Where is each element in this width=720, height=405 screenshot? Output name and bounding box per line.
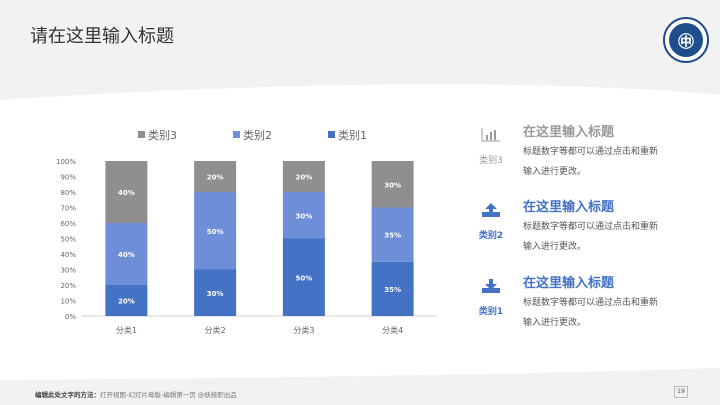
bar-chart-icon bbox=[478, 127, 504, 147]
y-tick-label: 40% bbox=[60, 251, 76, 259]
legend-label: 类别1 bbox=[338, 128, 367, 142]
footer-label: 编辑此处文字的方法： bbox=[35, 391, 100, 399]
data-label: 35% bbox=[384, 232, 401, 240]
footer-text: 打开视图-幻灯片母版-编辑第一页 @妖娆职出品 bbox=[100, 391, 237, 399]
y-tick-label: 80% bbox=[60, 189, 76, 197]
data-label: 50% bbox=[295, 274, 312, 282]
y-tick-label: 20% bbox=[60, 282, 76, 290]
y-tick-label: 70% bbox=[60, 205, 76, 213]
data-label: 50% bbox=[207, 228, 224, 236]
x-tick-label: 分类4 bbox=[382, 325, 403, 335]
x-tick-label: 分类1 bbox=[116, 325, 137, 335]
y-tick-label: 0% bbox=[65, 313, 76, 321]
data-label: 35% bbox=[384, 286, 401, 294]
bar-segment bbox=[371, 261, 414, 316]
footer-note: 编辑此处文字的方法：打开视图-幻灯片母版-编辑第一页 @妖娆职出品 bbox=[35, 389, 237, 399]
data-label: 40% bbox=[118, 251, 135, 259]
y-tick-label: 50% bbox=[60, 236, 76, 244]
bar-segment bbox=[282, 238, 325, 316]
x-tick-label: 分类2 bbox=[205, 325, 226, 335]
download-icon bbox=[478, 278, 504, 298]
bar-segment bbox=[194, 269, 237, 316]
item-text: 标题数字等都可以通过点击和重新输入进行更改。 bbox=[523, 222, 659, 252]
bar-segment bbox=[105, 223, 148, 285]
y-tick-label: 90% bbox=[60, 174, 76, 182]
y-tick-label: 100% bbox=[56, 158, 76, 166]
item-title: 在这里输入标题 bbox=[523, 276, 615, 291]
item-title: 在这里输入标题 bbox=[523, 125, 615, 140]
data-label: 20% bbox=[295, 174, 312, 182]
bar-segment bbox=[371, 207, 414, 262]
y-tick-label: 30% bbox=[60, 267, 76, 275]
data-label: 20% bbox=[207, 174, 224, 182]
page-number: 19 bbox=[674, 386, 688, 398]
data-label: 30% bbox=[384, 181, 401, 189]
data-label: 40% bbox=[118, 189, 135, 197]
page-title: 请在这里输入标题 bbox=[30, 26, 174, 47]
bar-segment bbox=[282, 161, 325, 192]
data-label: 20% bbox=[118, 298, 135, 306]
bar-segment bbox=[105, 161, 148, 223]
bar-segment bbox=[105, 285, 148, 316]
legend-swatch bbox=[328, 131, 335, 138]
legend-swatch bbox=[233, 131, 240, 138]
bar-segment bbox=[194, 192, 237, 270]
category-label: 类别2 bbox=[478, 231, 504, 241]
category-label: 类别1 bbox=[478, 307, 504, 317]
category-label: 类别3 bbox=[479, 156, 503, 166]
data-label: 30% bbox=[207, 290, 224, 298]
item-title: 在这里输入标题 bbox=[523, 200, 615, 215]
bar-segment bbox=[282, 192, 325, 239]
university-logo: ㊥ bbox=[663, 17, 709, 63]
bar-segment bbox=[194, 161, 237, 192]
data-label: 30% bbox=[295, 212, 312, 220]
y-tick-label: 60% bbox=[60, 220, 76, 228]
y-tick-label: 10% bbox=[60, 298, 76, 306]
legend-label: 类别2 bbox=[243, 128, 272, 142]
item-text: 标题数字等都可以通过点击和重新输入进行更改。 bbox=[523, 147, 659, 177]
bar-segment bbox=[371, 161, 414, 208]
x-tick-label: 分类3 bbox=[293, 325, 314, 335]
upload-icon bbox=[478, 202, 504, 222]
legend-label: 类别3 bbox=[148, 128, 177, 142]
legend-swatch bbox=[138, 131, 145, 138]
item-text: 标题数字等都可以通过点击和重新输入进行更改。 bbox=[523, 298, 659, 328]
